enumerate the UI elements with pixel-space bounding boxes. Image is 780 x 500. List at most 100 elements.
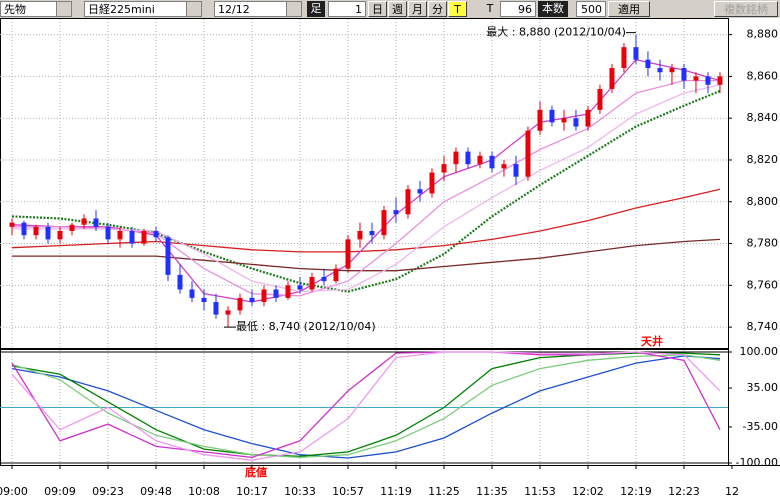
x-tick-label: 12:02 <box>572 485 604 498</box>
x-tick-label: 12:23 <box>668 485 700 498</box>
bar-label: 足 <box>307 1 325 17</box>
candle-body <box>621 47 627 69</box>
candle-body <box>657 68 663 73</box>
market-select[interactable]: 先物 <box>0 1 72 17</box>
indicator-line <box>12 84 721 293</box>
minute-button[interactable]: 分 <box>428 1 447 17</box>
y-tick-label: 8,820 <box>747 153 779 166</box>
candle-body <box>57 231 63 240</box>
candle-body <box>585 109 591 127</box>
candle-body <box>21 222 27 236</box>
limit-input[interactable]: 500 <box>576 1 606 17</box>
y-tick-label: 35.00 <box>747 381 779 394</box>
candle-body <box>9 222 15 227</box>
candle-body <box>165 237 171 275</box>
plot-frame <box>0 18 729 349</box>
candle-body <box>69 224 75 232</box>
candle-body <box>105 226 111 240</box>
candle-body <box>549 109 555 123</box>
ceiling-annotation: 天井 <box>641 334 663 348</box>
x-tick-label: 09:00 <box>0 485 28 498</box>
candle-body <box>633 47 639 60</box>
candle-body <box>441 164 447 173</box>
y-tick-label: 8,760 <box>747 278 779 291</box>
y-tick-label: 8,740 <box>747 320 779 333</box>
symbol-select[interactable]: 日経225mini <box>84 1 202 17</box>
candle-body <box>189 289 195 298</box>
candle-body <box>141 231 147 244</box>
y-tick-label: 8,880 <box>747 28 779 41</box>
indicator-line <box>12 79 720 297</box>
apply-button[interactable]: 適用 <box>608 1 650 17</box>
candle-body <box>297 285 303 290</box>
candle-body <box>309 276 315 290</box>
candle-body <box>501 164 507 169</box>
candle-body <box>201 297 207 303</box>
x-tick-label: 09:23 <box>92 485 124 498</box>
x-tick-label: 10:33 <box>284 485 316 498</box>
x-tick-label: 11:53 <box>524 485 556 498</box>
candle-body <box>333 268 339 282</box>
week-button[interactable]: 週 <box>388 1 407 17</box>
count-label: 本数 <box>538 1 568 17</box>
max-annotation: 最大 : 8,880 (2012/10/04) <box>486 25 626 39</box>
tick-label: T <box>482 1 498 17</box>
y-tick-label: 8,800 <box>747 195 779 208</box>
candle-body <box>561 118 567 123</box>
candle-body <box>609 68 615 89</box>
indicator-line <box>12 238 721 272</box>
candle-body <box>693 76 699 81</box>
candle-body <box>405 189 411 215</box>
candle-body <box>513 164 519 177</box>
candle-body <box>261 289 267 303</box>
candle-body <box>489 155 495 169</box>
x-tick-label: 09:48 <box>140 485 172 498</box>
month-button[interactable]: 月 <box>408 1 427 17</box>
y-tick-label: 8,840 <box>747 111 779 124</box>
x-tick-label: 09:09 <box>44 485 76 498</box>
candle-body <box>93 218 99 227</box>
candle-body <box>321 276 327 282</box>
y-tick-label: 8,860 <box>747 69 779 82</box>
y-tick-label: 8,780 <box>747 237 779 250</box>
indicator-line <box>11 351 721 461</box>
indicator-line <box>11 58 721 303</box>
min-annotation: 最低 : 8,740 (2012/10/04) <box>236 320 376 333</box>
candle-body <box>129 231 135 244</box>
candle-body <box>153 231 159 238</box>
indicator-line <box>11 352 721 457</box>
candle-body <box>273 289 279 298</box>
candle-body <box>393 210 399 215</box>
count-input[interactable]: 96 <box>500 1 536 17</box>
candle-body <box>645 59 651 69</box>
candle-body <box>573 118 579 127</box>
x-tick-label: 10:57 <box>332 485 364 498</box>
y-tick-label: 100.00 <box>740 345 779 358</box>
x-tick-label: 12 <box>725 485 739 498</box>
tick-button[interactable]: T <box>448 1 467 17</box>
candle-body <box>117 231 123 240</box>
candle-body <box>417 189 423 194</box>
toolbar: 先物 日経225mini 12/12 足 1 日 週 月 分 T T 96 本数… <box>0 0 780 18</box>
multi-symbol-button[interactable]: 複数銘柄 <box>714 1 778 17</box>
candle-body <box>717 76 723 85</box>
x-tick-label: 10:08 <box>188 485 220 498</box>
candle-body <box>357 231 363 240</box>
contract-select[interactable]: 12/12 <box>214 1 302 17</box>
candle-body <box>213 302 219 315</box>
candle-body <box>669 68 675 73</box>
candle-body <box>477 155 483 165</box>
day-button[interactable]: 日 <box>368 1 387 17</box>
candle-body <box>285 285 291 298</box>
bar-size-input[interactable]: 1 <box>328 1 366 17</box>
candle-body <box>249 297 255 303</box>
candle-body <box>525 130 531 177</box>
x-tick-label: 10:17 <box>236 485 268 498</box>
x-tick-label: 11:35 <box>476 485 508 498</box>
indicator-line <box>11 188 721 253</box>
chart: 09:00 09:09 09:23 09:48 10:08 10:17 10:33 10:57… <box>0 18 780 498</box>
candle-body <box>177 274 183 290</box>
candle-body <box>345 239 351 269</box>
x-tick-label: 11:25 <box>428 485 460 498</box>
